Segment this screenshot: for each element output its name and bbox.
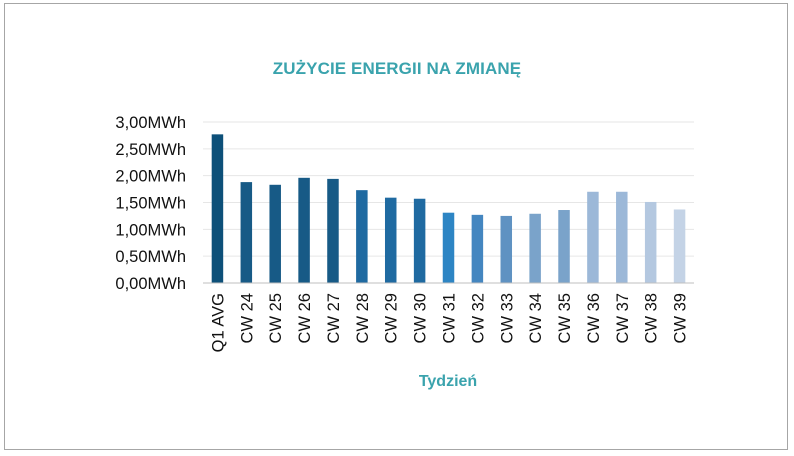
x-tick-label: CW 35 xyxy=(556,293,574,343)
bar xyxy=(558,210,570,283)
y-tick-label: 2,00MWh xyxy=(115,168,186,186)
x-tick-label: CW 29 xyxy=(383,293,401,343)
bar xyxy=(240,182,253,283)
y-tick-label: 0,50MWh xyxy=(115,248,186,266)
bars xyxy=(211,134,686,283)
bar xyxy=(644,201,657,283)
x-tick-label: CW 36 xyxy=(585,293,603,343)
bar xyxy=(327,178,339,283)
x-tick-label: CW 24 xyxy=(238,293,256,343)
y-tick-label: 0,00MWh xyxy=(115,275,186,293)
x-tick-label: CW 37 xyxy=(614,293,632,343)
y-tick-label: 1,50MWh xyxy=(115,195,186,213)
y-tick-label: 3,00MWh xyxy=(115,114,186,132)
x-tick-label: CW 27 xyxy=(325,293,343,343)
bar xyxy=(500,215,513,283)
bar xyxy=(356,190,368,283)
bar xyxy=(529,213,541,283)
x-tick-label: CW 25 xyxy=(267,293,285,343)
x-axis-ticks: Q1 AVG CW 24 CW 25 CW 26 CW 27 CW 28 CW 29 CW 3… xyxy=(209,293,689,352)
bar xyxy=(673,209,686,283)
bar xyxy=(616,191,628,283)
x-tick-label: CW 34 xyxy=(527,293,545,343)
bar xyxy=(384,197,397,283)
y-tick-label: 2,50MWh xyxy=(115,141,186,159)
x-tick-label: CW 30 xyxy=(412,293,430,343)
bar xyxy=(269,184,281,283)
x-tick-label: Q1 AVG xyxy=(209,293,227,352)
bar xyxy=(442,212,455,283)
x-tick-label: CW 26 xyxy=(296,293,314,343)
y-axis-ticks: 0,00MWh 0,50MWh 1,00MWh 1,50MWh 2,00MWh 2,50M… xyxy=(115,114,186,293)
x-tick-label: CW 33 xyxy=(498,293,516,343)
bar xyxy=(413,198,426,283)
y-tick-label: 1,00MWh xyxy=(115,221,186,239)
x-axis-label: Tydzień xyxy=(418,373,478,390)
chart-title: ZUŻYCIE ENERGII NA ZMIANĘ xyxy=(272,59,522,78)
x-tick-label: CW 39 xyxy=(672,293,690,343)
bar xyxy=(471,214,484,283)
bar xyxy=(587,191,599,283)
bar xyxy=(298,177,310,283)
x-tick-label: CW 32 xyxy=(469,293,487,343)
bar xyxy=(211,134,224,283)
x-tick-label: CW 31 xyxy=(441,293,459,343)
x-tick-label: CW 28 xyxy=(354,293,372,343)
x-tick-label: CW 38 xyxy=(643,293,661,343)
